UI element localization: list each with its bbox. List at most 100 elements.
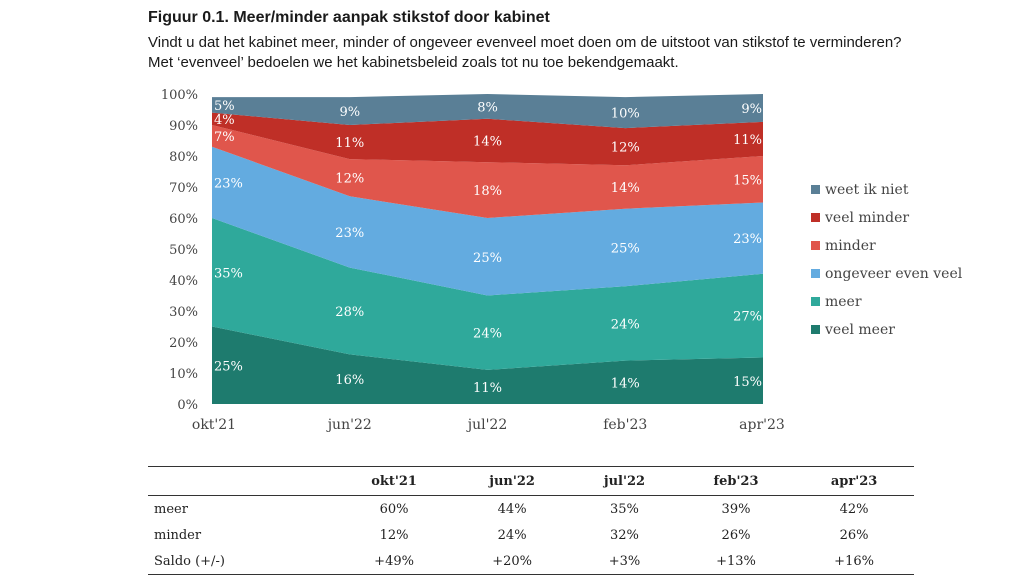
data-label-weet-ik-niet: 9% [339, 105, 360, 120]
data-label-weet-ik-niet: 10% [611, 107, 640, 122]
y-tick-label: 10% [169, 367, 198, 382]
table-cell: +13% [716, 553, 756, 569]
data-label-minder: 18% [473, 184, 502, 199]
legend-swatch-meer [811, 297, 820, 306]
data-label-veel-minder: 12% [611, 141, 640, 156]
table-cell: +16% [834, 553, 874, 569]
table-cell: 26% [839, 527, 869, 543]
data-label-meer: 27% [733, 310, 762, 325]
data-label-meer: 28% [335, 305, 364, 320]
x-axis: okt'21 jun'22 jul'22 feb'23 apr'23 [192, 417, 785, 433]
figure-subtitle: Vindt u dat het kabinet meer, minder of … [148, 34, 902, 71]
legend-label-ongeveer-even-veel: ongeveer even veel [825, 266, 963, 282]
data-label-meer: 24% [473, 327, 502, 342]
table-header-col: okt'21 [371, 473, 417, 489]
table-row-saldo: Saldo (+/-) +49% +20% +3% +13% +16% [148, 548, 914, 575]
table-header-col: jun'22 [489, 473, 535, 489]
table-header-row: okt'21 jun'22 jul'22 feb'23 apr'23 [148, 466, 914, 496]
y-tick-label: 90% [169, 119, 198, 134]
y-tick-label: 20% [169, 336, 198, 351]
figure-title: Figuur 0.1. Meer/minder aanpak stikstof … [148, 9, 550, 26]
area-veel-meer [212, 326, 763, 404]
x-tick-label: jul'22 [466, 417, 508, 433]
y-tick-label: 70% [169, 181, 198, 196]
table-cell: 39% [721, 501, 751, 517]
summary-table: okt'21 jun'22 jul'22 feb'23 apr'23 meer … [148, 466, 914, 575]
data-label-veel-minder: 4% [214, 113, 235, 128]
table-cell: 44% [497, 501, 527, 517]
data-label-weet-ik-niet: 8% [477, 100, 498, 115]
data-label-minder: 7% [214, 130, 235, 145]
area-weet-ik-niet [212, 94, 763, 129]
y-tick-label: 40% [169, 274, 198, 289]
data-label-veel-meer: 11% [473, 381, 502, 396]
x-tick-label: apr'23 [739, 417, 785, 433]
data-label-veel-minder: 11% [335, 136, 364, 151]
legend-label-veel-minder: veel minder [824, 210, 909, 226]
table-header-col: jul'22 [603, 473, 646, 489]
table-cell: 26% [721, 527, 751, 543]
data-label-veel-minder: 14% [473, 135, 502, 150]
row-label: Saldo (+/-) [154, 553, 225, 569]
area-layer [212, 94, 763, 404]
table-cell: 35% [610, 501, 639, 517]
data-label-veel-meer: 15% [733, 375, 762, 390]
table-row-minder: minder 12% 24% 32% 26% 26% [148, 522, 914, 548]
table-cell: 42% [839, 501, 869, 517]
data-label-veel-meer: 25% [214, 359, 243, 374]
data-label-layer: 25% 16% 11% 14% 15% 35% 28% 24% 24% 27% 23% 23% 25% 2… [214, 99, 762, 396]
legend-label-weet-ik-niet: weet ik niet [825, 182, 909, 198]
data-label-minder: 15% [733, 173, 762, 188]
legend-swatch-weet-ik-niet [811, 185, 820, 194]
data-label-meer: 35% [214, 266, 243, 281]
y-tick-label: 0% [177, 398, 198, 413]
table-cell: +49% [374, 553, 414, 569]
table-header-col: feb'23 [713, 473, 759, 489]
area-minder [212, 125, 763, 218]
data-label-veel-minder: 11% [733, 133, 762, 148]
legend-swatch-veel-meer [811, 325, 820, 334]
y-tick-label: 50% [169, 243, 198, 258]
table-cell: 24% [497, 527, 527, 543]
table-cell: 32% [610, 527, 639, 543]
stacked-area-chart: 25% 16% 11% 14% 15% 35% 28% 24% 24% 27% 23% 23% 25% 2… [161, 88, 963, 433]
data-label-ongeveer-even-veel: 25% [473, 251, 502, 266]
legend-swatch-veel-minder [811, 213, 820, 222]
area-veel-minder [212, 112, 763, 166]
table-cell: +3% [608, 553, 641, 569]
x-tick-label: jun'22 [326, 417, 372, 433]
legend-swatch-ongeveer-even-veel [811, 269, 820, 278]
area-meer [212, 218, 763, 370]
table-cell: 12% [379, 527, 409, 543]
x-tick-label: okt'21 [192, 417, 236, 433]
table-header-blank [148, 467, 335, 496]
area-ongeveer-even-veel [212, 146, 763, 296]
data-label-weet-ik-niet: 5% [214, 99, 235, 114]
table-header-col: apr'23 [830, 473, 878, 489]
data-label-minder: 12% [335, 172, 364, 187]
table-row-meer: meer 60% 44% 35% 39% 42% [148, 496, 914, 523]
y-tick-label: 80% [169, 150, 198, 165]
row-label: meer [154, 501, 188, 517]
data-label-weet-ik-niet: 9% [741, 102, 762, 117]
data-label-ongeveer-even-veel: 23% [733, 232, 762, 247]
data-label-veel-meer: 16% [335, 373, 364, 388]
y-axis: 0% 10% 20% 30% 40% 50% 60% 70% 80% 90% 100% [161, 88, 198, 413]
legend-label-meer: meer [825, 294, 862, 310]
y-tick-label: 100% [161, 88, 198, 103]
table-cell: +20% [492, 553, 532, 569]
data-label-minder: 14% [611, 181, 640, 196]
y-tick-label: 60% [169, 212, 198, 227]
data-label-ongeveer-even-veel: 23% [214, 176, 243, 191]
data-label-ongeveer-even-veel: 23% [335, 226, 364, 241]
data-label-ongeveer-even-veel: 25% [611, 241, 640, 256]
legend-swatch-minder [811, 241, 820, 250]
table-cell: 60% [379, 501, 409, 517]
row-label: minder [154, 527, 202, 543]
x-tick-label: feb'23 [603, 417, 647, 433]
legend-label-veel-meer: veel meer [824, 322, 895, 338]
legend: weet ik niet veel minder minder ongeveer ev… [811, 182, 963, 338]
y-tick-label: 30% [169, 305, 198, 320]
legend-label-minder: minder [825, 238, 876, 254]
data-label-meer: 24% [611, 317, 640, 332]
